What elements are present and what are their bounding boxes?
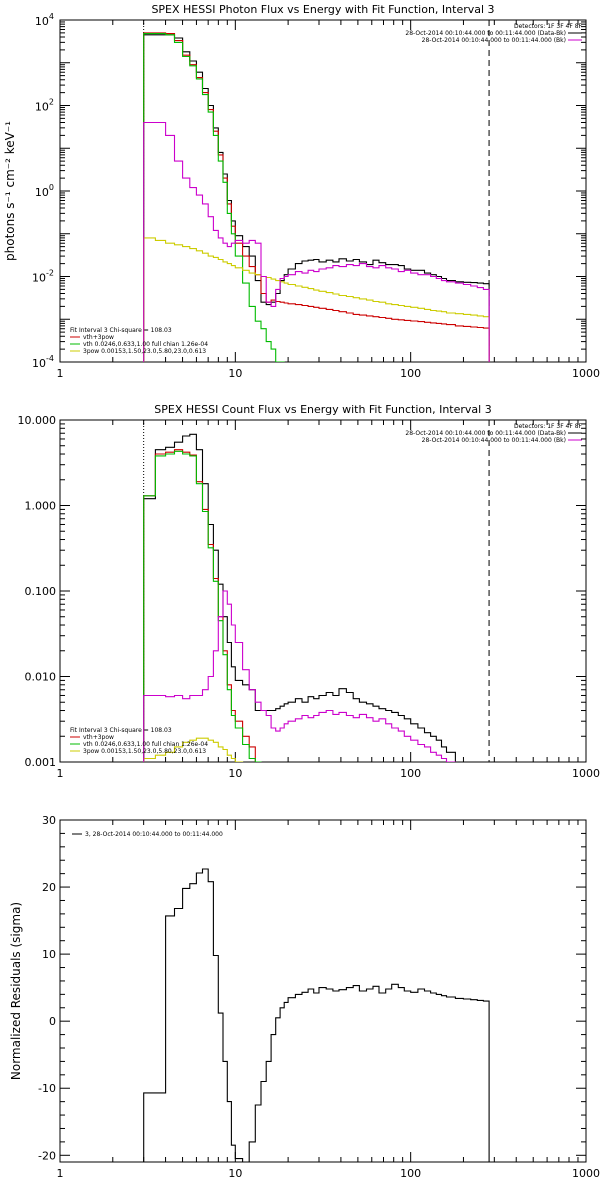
legend-entry-label: 3pow 0.00153,1.50,23.0,5.80,23.0,0.613 xyxy=(83,748,206,755)
y-tick-exp: 2 xyxy=(49,98,54,107)
legend-entry-label: 28-Oct-2014 00:10:44.000 to 00:11:44.000… xyxy=(422,37,566,44)
chart-panel-3: 1 10 100 1000 -20 -10 0 10 20 30 Normalized Residu… xyxy=(9,814,600,1180)
series-line-5 xyxy=(143,590,456,762)
series-line-2 xyxy=(143,32,490,362)
y-tick-exp: 4 xyxy=(49,12,54,21)
series-line-1 xyxy=(143,34,490,362)
series-group xyxy=(143,32,490,362)
y-tick-label: 20 xyxy=(42,881,56,894)
series-line-5 xyxy=(143,121,490,362)
y-tick-base: 10 xyxy=(35,186,49,199)
legend-entry-label: vth+3pow xyxy=(83,734,114,741)
y-tick-label: 102 xyxy=(35,98,54,114)
chart-panel-1: SPEX HESSI Photon Flux vs Energy with Fi… xyxy=(3,3,600,380)
legend-legend_bl: Fit Interval 3 Chi-square = 108.03vth+3p… xyxy=(70,327,208,355)
x-tick-label: 1000 xyxy=(572,1167,600,1180)
y-tick-label: -10 xyxy=(38,1082,56,1095)
y-axis-label: Normalized Residuals (sigma) xyxy=(9,902,23,1080)
series-group xyxy=(143,433,456,762)
y-tick-label: 100 xyxy=(35,183,54,199)
legend-entry-label: vth 0.0246,0.633,1.00 full chian 1.26e-0… xyxy=(83,341,208,348)
x-tick-label: 1000 xyxy=(572,767,600,780)
y-tick-base: 10 xyxy=(32,357,46,370)
legend-header: Fit Interval 3 Chi-square = 108.03 xyxy=(70,727,172,734)
y-tick-exp: -2 xyxy=(46,269,54,278)
y-tick-label: 0 xyxy=(49,1015,56,1028)
y-tick-label: 10-4 xyxy=(32,354,54,370)
series-group xyxy=(143,868,490,1162)
series-line-3 xyxy=(143,450,262,762)
series-line-1 xyxy=(143,868,490,1162)
y-tick-exp: -4 xyxy=(46,354,54,363)
legend-header: Detectors: 1F 3F 4F 8F xyxy=(514,423,583,430)
series-line-4 xyxy=(143,737,244,762)
legend-entry-label: 28-Oct-2014 00:10:44.000 to 00:11:44.000… xyxy=(405,30,566,37)
y-tick-label: 0.010 xyxy=(25,671,57,684)
x-tick-label: 1000 xyxy=(572,367,600,380)
legend-entry-label: 3, 28-Oct-2014 00:10:44.000 to 00:11:44.… xyxy=(85,831,223,838)
x-tick-label: 1 xyxy=(57,1167,64,1180)
x-tick-label: 100 xyxy=(400,767,421,780)
legend-legend_bl: Fit Interval 3 Chi-square = 108.03vth+3p… xyxy=(70,727,208,755)
y-tick-label: 104 xyxy=(35,12,54,28)
y-tick-label: -20 xyxy=(38,1149,56,1162)
chart-panel-2: SPEX HESSI Count Flux vs Energy with Fit… xyxy=(18,403,600,780)
legend-entry-label: 3pow 0.00153,1.50,23.0,5.80,23.0,0.613 xyxy=(83,348,206,355)
y-tick-base: 10 xyxy=(35,101,49,114)
y-tick-base: 10 xyxy=(32,272,46,285)
y-axis-label: photons s⁻¹ cm⁻² keV⁻¹ xyxy=(3,121,17,261)
plot-frame xyxy=(59,819,587,1163)
x-tick-label: 1 xyxy=(57,367,64,380)
legend-entry-label: vth+3pow xyxy=(83,334,114,341)
y-tick-label: 1.000 xyxy=(25,500,57,513)
legend-entry-label: vth 0.0246,0.633,1.00 full chian 1.26e-0… xyxy=(83,741,208,748)
x-tick-label: 10 xyxy=(228,1167,242,1180)
x-tick-label: 100 xyxy=(400,367,421,380)
legend-header: Fit Interval 3 Chi-square = 108.03 xyxy=(70,327,172,334)
chart-title: SPEX HESSI Count Flux vs Energy with Fit… xyxy=(154,403,491,416)
x-tick-label: 100 xyxy=(400,1167,421,1180)
x-tick-label: 10 xyxy=(228,767,242,780)
legend-entry-label: 28-Oct-2014 00:10:44.000 to 00:11:44.000… xyxy=(405,430,566,437)
y-tick-label: 10 xyxy=(42,948,56,961)
y-tick-label: 30 xyxy=(42,814,56,827)
y-tick-base: 10 xyxy=(35,15,49,28)
y-tick-label: 10.000 xyxy=(18,414,57,427)
series-line-4 xyxy=(143,237,490,362)
legend-header: Detectors: 1F 3F 4F 8F xyxy=(514,23,583,30)
y-tick-label: 0.001 xyxy=(25,756,57,769)
series-line-1 xyxy=(143,433,456,762)
series-line-3 xyxy=(143,33,285,362)
y-tick-label: 0.100 xyxy=(25,585,57,598)
legend-entry-label: 28-Oct-2014 00:10:44.000 to 00:11:44.000… xyxy=(422,437,566,444)
legend-legend_tl: 3, 28-Oct-2014 00:10:44.000 to 00:11:44.… xyxy=(72,831,223,838)
y-tick-exp: 0 xyxy=(49,183,54,192)
x-tick-label: 1 xyxy=(57,767,64,780)
x-tick-label: 10 xyxy=(228,367,242,380)
y-tick-label: 10-2 xyxy=(32,269,54,285)
chart-title: SPEX HESSI Photon Flux vs Energy with Fi… xyxy=(151,3,494,16)
